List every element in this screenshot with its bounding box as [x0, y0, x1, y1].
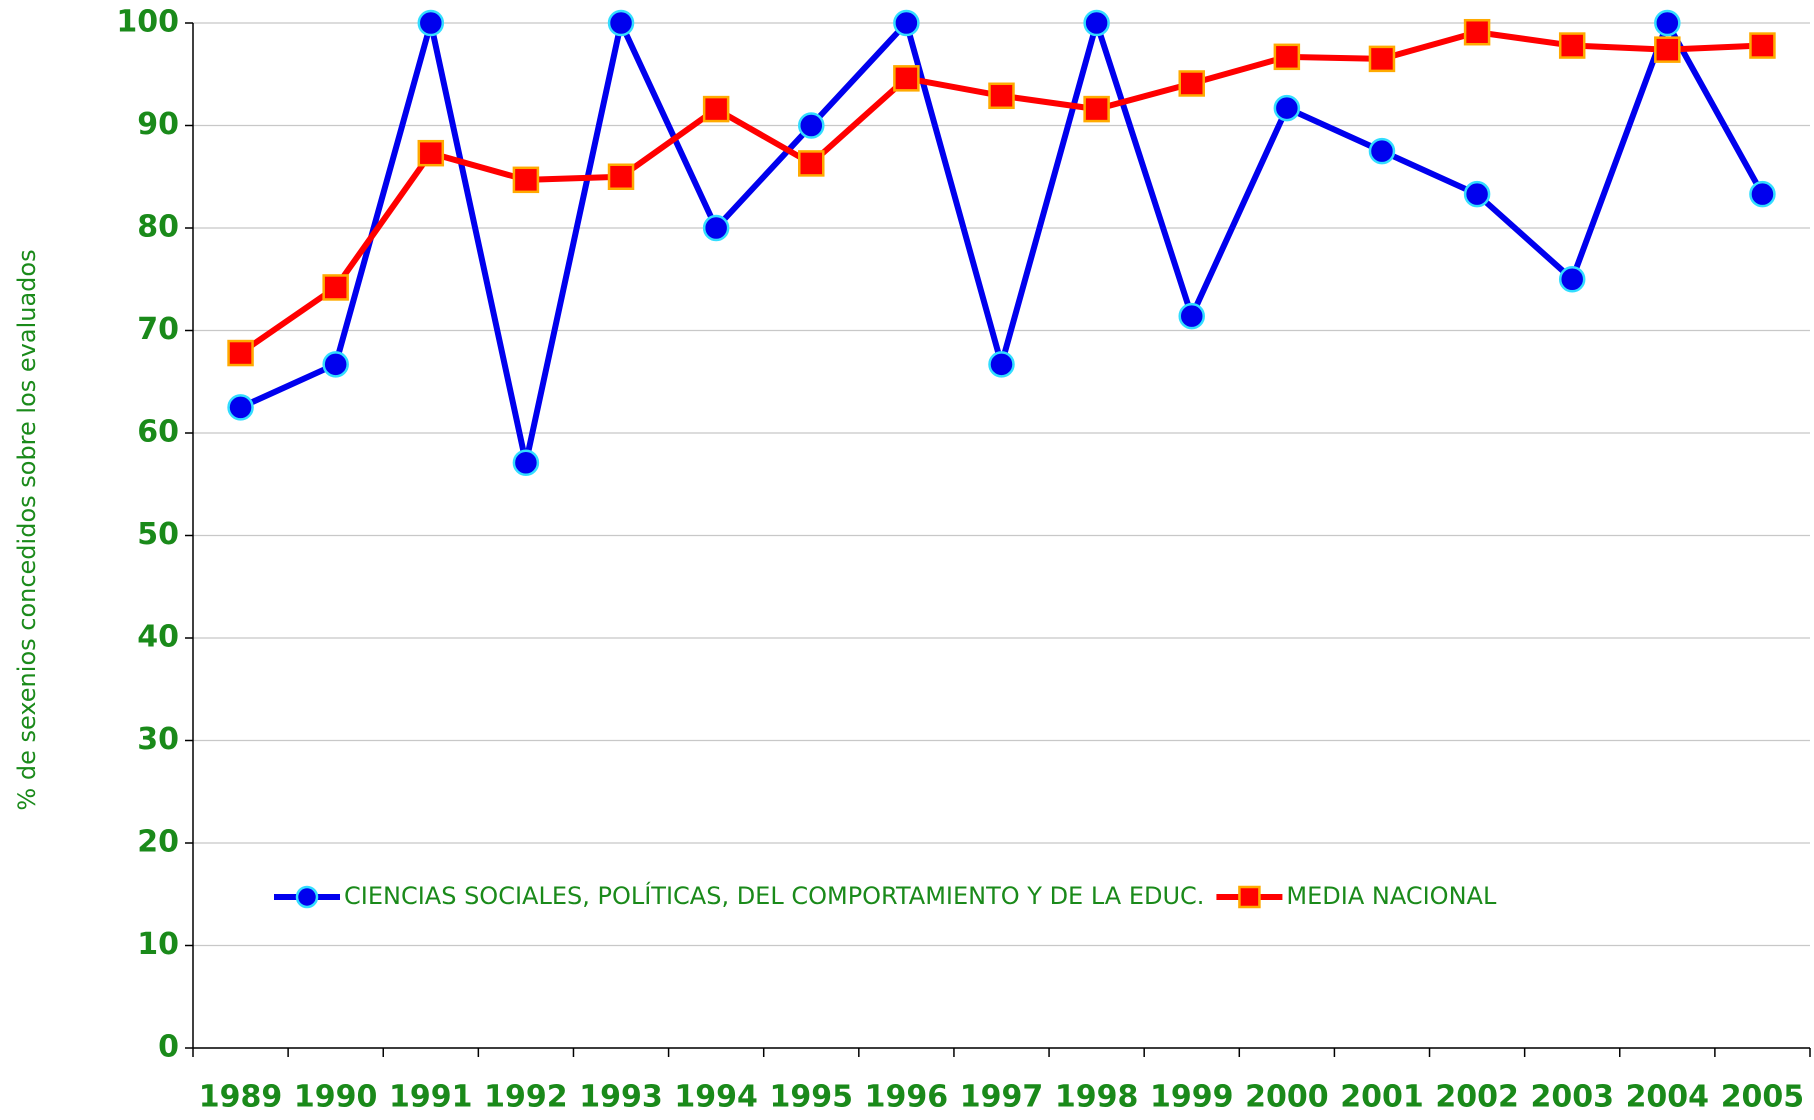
point	[1178, 302, 1205, 330]
point	[1654, 36, 1681, 63]
x-tick-label: 2002	[1435, 1080, 1519, 1115]
point	[798, 150, 825, 177]
x-tick-label: 2001	[1340, 1080, 1424, 1115]
point	[607, 163, 635, 190]
point	[1273, 43, 1301, 71]
point	[227, 339, 254, 367]
point	[417, 139, 445, 167]
y-tick-label: 10	[137, 927, 179, 962]
y-tick-label: 30	[137, 722, 179, 757]
point	[893, 9, 920, 37]
x-tick-label: 1999	[1150, 1080, 1234, 1115]
y-tick-label: 20	[137, 825, 179, 860]
x-tick-label: 2000	[1245, 1080, 1329, 1115]
y-tick-label: 80	[137, 210, 179, 245]
point	[1463, 18, 1491, 46]
point	[417, 9, 445, 37]
y-tick-label: 40	[137, 620, 179, 655]
point	[1654, 9, 1681, 37]
point	[607, 9, 635, 37]
legend-label: MEDIA NACIONAL	[1286, 882, 1497, 910]
x-tick-label: 1989	[199, 1080, 283, 1115]
x-tick-label: 1990	[294, 1080, 378, 1115]
point	[322, 274, 349, 301]
point	[512, 449, 540, 476]
x-tick-label: 1993	[579, 1080, 663, 1115]
point	[1463, 180, 1491, 208]
point	[512, 166, 540, 194]
point	[1749, 32, 1776, 59]
x-tick-label: 1994	[674, 1080, 758, 1115]
x-tick-label: 1998	[1055, 1080, 1139, 1115]
point	[1368, 137, 1396, 165]
point	[1558, 32, 1586, 59]
y-tick-label: 90	[137, 107, 179, 142]
point	[702, 95, 730, 123]
point	[1178, 70, 1205, 97]
x-tick-label: 1996	[865, 1080, 949, 1115]
point	[798, 112, 825, 139]
x-tick-label: 1992	[484, 1080, 568, 1115]
point	[893, 65, 920, 92]
x-tick-label: 2004	[1626, 1080, 1710, 1115]
x-tick-label: 1991	[389, 1080, 473, 1115]
point	[322, 351, 349, 378]
point	[1083, 95, 1110, 123]
point	[988, 351, 1015, 378]
point	[227, 394, 254, 421]
legend-label: CIENCIAS SOCIALES, POLÍTICAS, DEL COMPOR…	[344, 881, 1204, 910]
legend-marker	[1238, 885, 1261, 909]
y-tick-label: 100	[116, 5, 179, 40]
point	[702, 214, 730, 242]
x-tick-label: 1997	[960, 1080, 1044, 1115]
point	[1749, 180, 1776, 208]
y-axis-label: % de sexenios concedidos sobre los evalu…	[13, 249, 41, 810]
point	[988, 82, 1015, 110]
point	[1558, 266, 1586, 293]
y-tick-label: 50	[137, 517, 179, 552]
point	[1368, 45, 1396, 73]
y-tick-label: 60	[137, 415, 179, 450]
y-tick-label: 0	[158, 1030, 179, 1065]
point	[1273, 94, 1301, 122]
x-tick-label: 2005	[1721, 1080, 1805, 1115]
y-tick-label: 70	[137, 312, 179, 347]
point	[1083, 9, 1110, 37]
legend-marker	[295, 885, 319, 909]
x-tick-label: 2003	[1530, 1080, 1614, 1115]
x-tick-label: 1995	[770, 1080, 854, 1115]
